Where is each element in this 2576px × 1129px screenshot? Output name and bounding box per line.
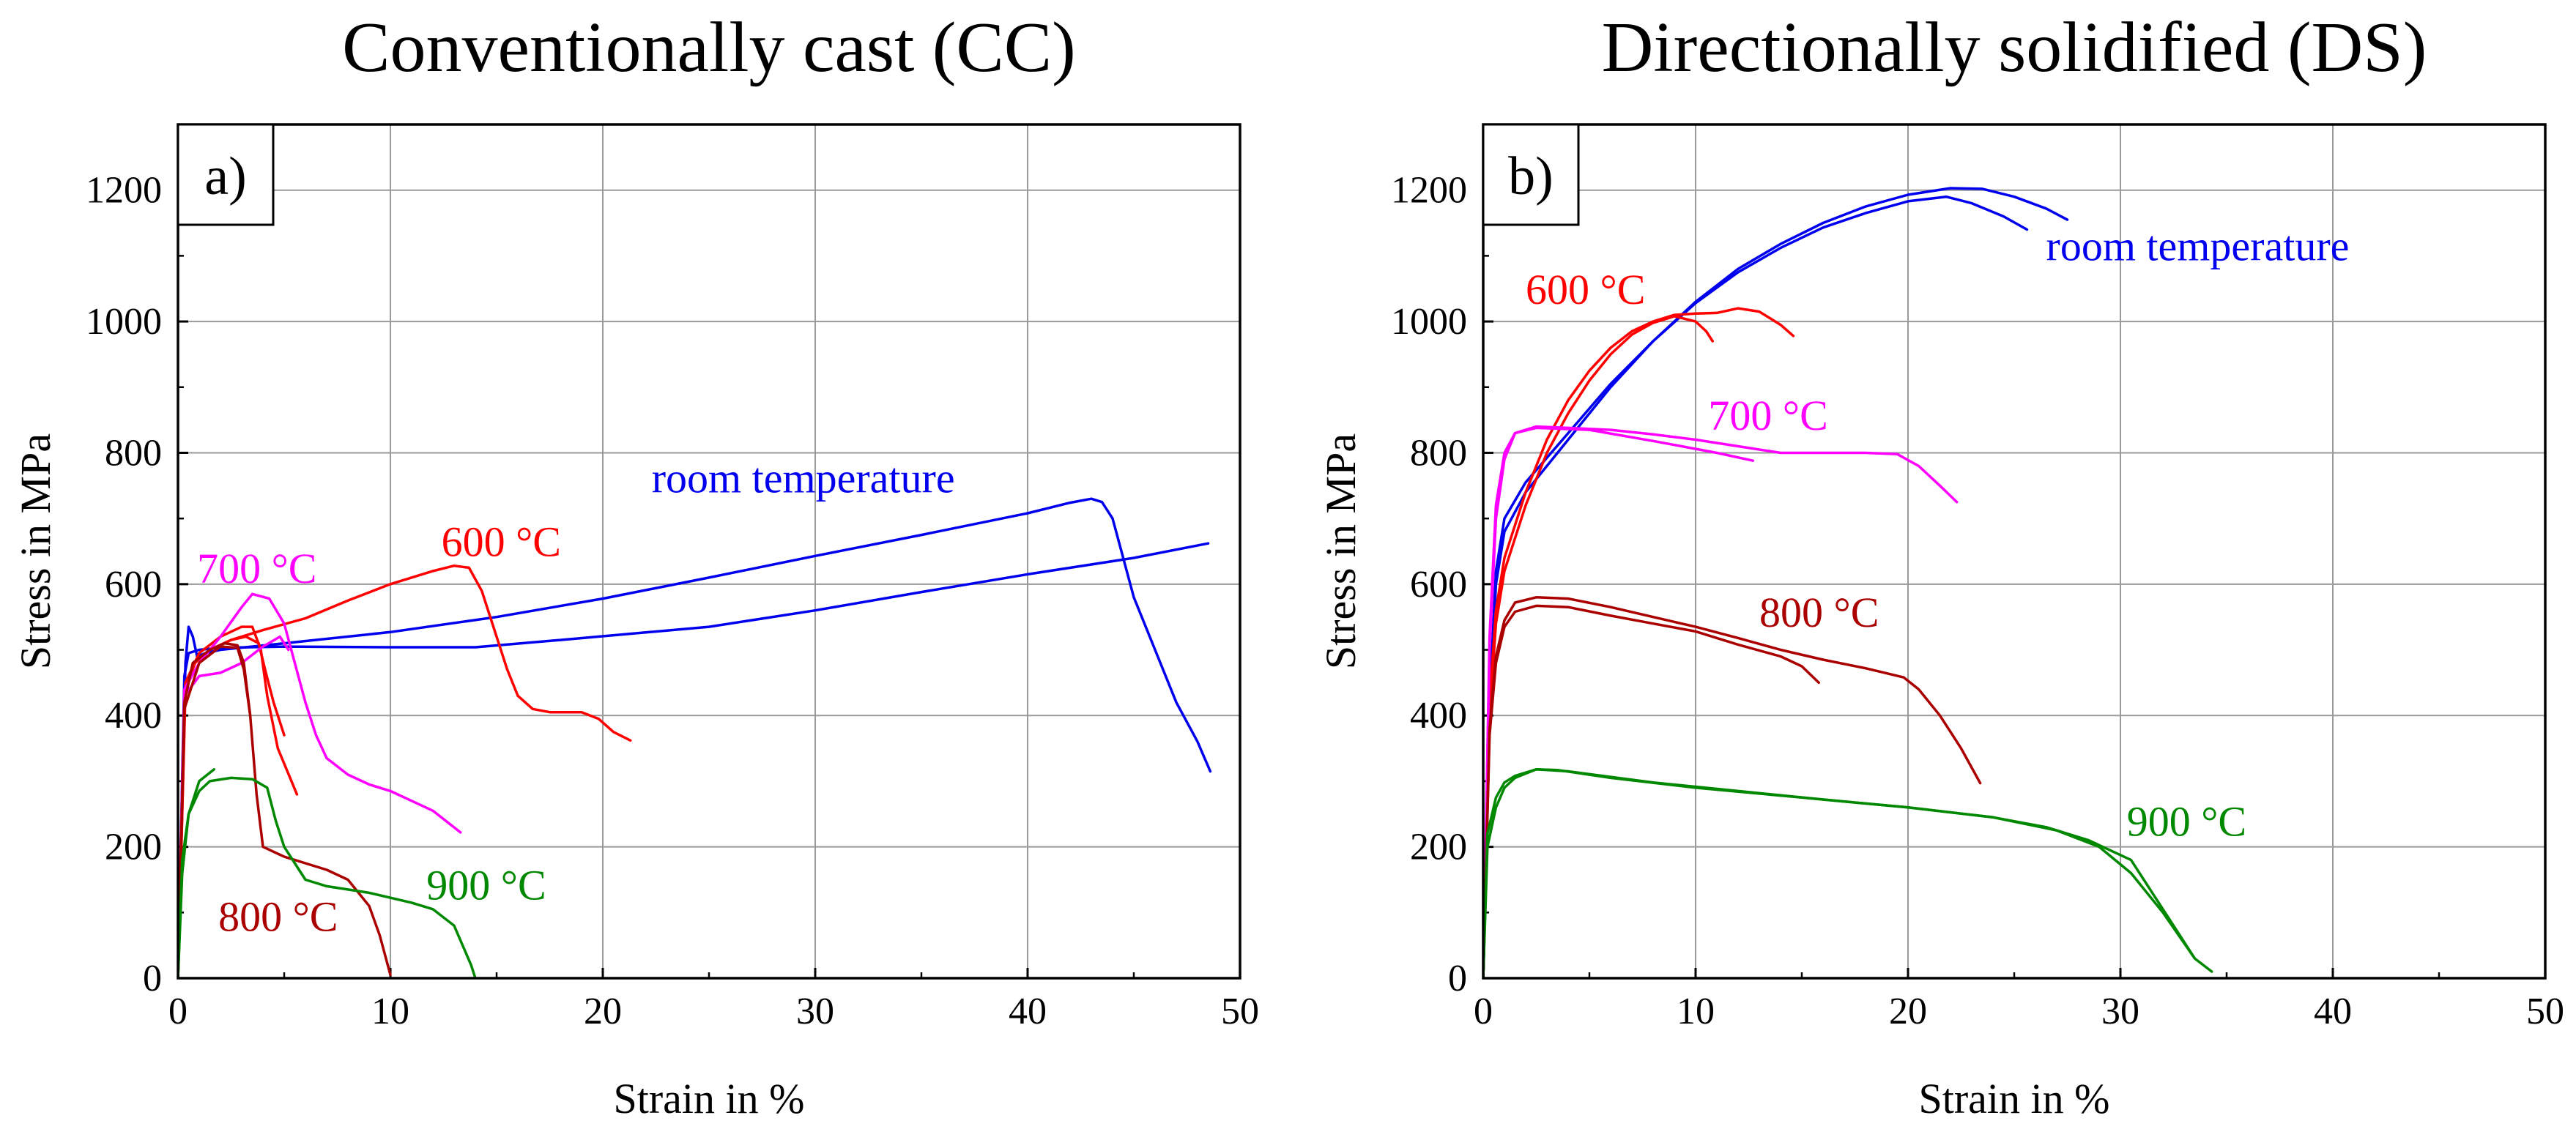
panel-b-x-axis-label: Strain in % <box>1919 1075 2110 1122</box>
x-tick-label: 40 <box>1009 991 1047 1032</box>
panel-b-label-700-c: 700 °C <box>1708 392 1827 439</box>
panel-a-curve-room-temperature-2 <box>178 542 1210 978</box>
panel-a-label-room-temperature: room temperature <box>652 454 955 502</box>
panel-b-y-axis-label: Stress in MPa <box>1317 433 1365 669</box>
panel-b-curve-700-c-2 <box>1483 426 1755 978</box>
y-tick-label: 800 <box>105 432 162 474</box>
x-tick-label: 10 <box>371 991 409 1032</box>
panel-b-curve-600-c-1 <box>1483 307 1795 978</box>
panel-a-curve-800-c-2 <box>178 645 252 978</box>
y-tick-label: 200 <box>1410 827 1467 868</box>
panel-a-panel-label-box <box>177 123 275 226</box>
x-tick-label: 20 <box>1889 991 1927 1032</box>
x-tick-label: 40 <box>2314 991 2352 1032</box>
panel-a-title: Conventionally cast (CC) <box>342 8 1076 87</box>
x-tick-label: 50 <box>1221 991 1259 1032</box>
x-tick-label: 30 <box>2101 991 2139 1032</box>
panel-a-curve-800-c-1 <box>178 641 392 978</box>
panel-a-label-600-c: 600 °C <box>442 518 561 565</box>
panel-b-label-600-c: 600 °C <box>1526 266 1645 313</box>
x-tick-label: 20 <box>584 991 622 1032</box>
panel-b-grid <box>1483 124 2545 978</box>
panel-b-curve-800-c-1 <box>1483 596 1982 978</box>
panel-b-curves <box>1483 187 2213 978</box>
panel-a-panel-label: a) <box>204 146 247 206</box>
panel-b-curve-700-c-1 <box>1483 425 1959 978</box>
panel-b-label-room-temperature: room temperature <box>2046 223 2350 270</box>
panel-a-label-900-c: 900 °C <box>426 861 546 909</box>
panel-a-label-800-c: 800 °C <box>218 893 338 940</box>
panel-a-y-axis-label: Stress in MPa <box>12 433 59 669</box>
panel-b-title: Directionally solidified (DS) <box>1602 8 2427 87</box>
panel-a-plot-frame <box>177 123 1241 980</box>
x-tick-label: 10 <box>1677 991 1715 1032</box>
panel-b-curve-room-temperature-2 <box>1483 195 2029 978</box>
panel-a-curve-700-c-1 <box>178 592 462 978</box>
panel-b-panel-label: b) <box>1508 146 1554 206</box>
panel-b-label-900-c: 900 °C <box>2127 797 2246 845</box>
x-tick-label: 50 <box>2526 991 2564 1032</box>
panel-b-curve-600-c-2 <box>1483 315 1714 978</box>
panel-a-curves <box>178 497 1212 978</box>
panel-a-grid <box>178 124 1240 978</box>
y-tick-label: 1000 <box>1391 301 1467 343</box>
y-tick-label: 400 <box>105 695 162 737</box>
panel-b-curve-room-temperature-1 <box>1483 187 2069 978</box>
y-tick-label: 200 <box>105 827 162 868</box>
panel-b-curve-800-c-2 <box>1483 604 1820 978</box>
x-tick-label: 0 <box>168 991 188 1032</box>
panel-a-curve-900-c-1 <box>178 776 477 978</box>
panel-b-plot-frame <box>1482 123 2547 980</box>
y-tick-label: 400 <box>1410 695 1467 737</box>
panel-a-curve-900-c-2 <box>178 768 216 978</box>
panel-b-panel-label-box <box>1482 123 1580 226</box>
y-tick-label: 0 <box>143 958 162 999</box>
panel-b-curve-900-c-2 <box>1483 768 2197 978</box>
panel-b-label-800-c: 800 °C <box>1759 589 1879 636</box>
y-tick-label: 800 <box>1410 432 1467 474</box>
y-tick-label: 1200 <box>1391 170 1467 212</box>
x-tick-label: 0 <box>1474 991 1493 1032</box>
y-tick-label: 600 <box>105 564 162 606</box>
y-tick-label: 1200 <box>86 170 162 212</box>
panel-a-label-700-c: 700 °C <box>197 545 316 592</box>
panel-a: Conventionally cast (CC) 0 10 20 30 40 50 0 200 4… <box>12 8 1259 1122</box>
y-tick-label: 600 <box>1410 564 1467 606</box>
y-tick-label: 1000 <box>86 301 162 343</box>
panel-a-x-axis-label: Strain in % <box>614 1075 805 1122</box>
x-tick-label: 30 <box>796 991 834 1032</box>
y-tick-label: 0 <box>1448 958 1467 999</box>
panel-b: Directionally solidified (DS) 0 10 20 30 40 50… <box>1317 8 2564 1122</box>
